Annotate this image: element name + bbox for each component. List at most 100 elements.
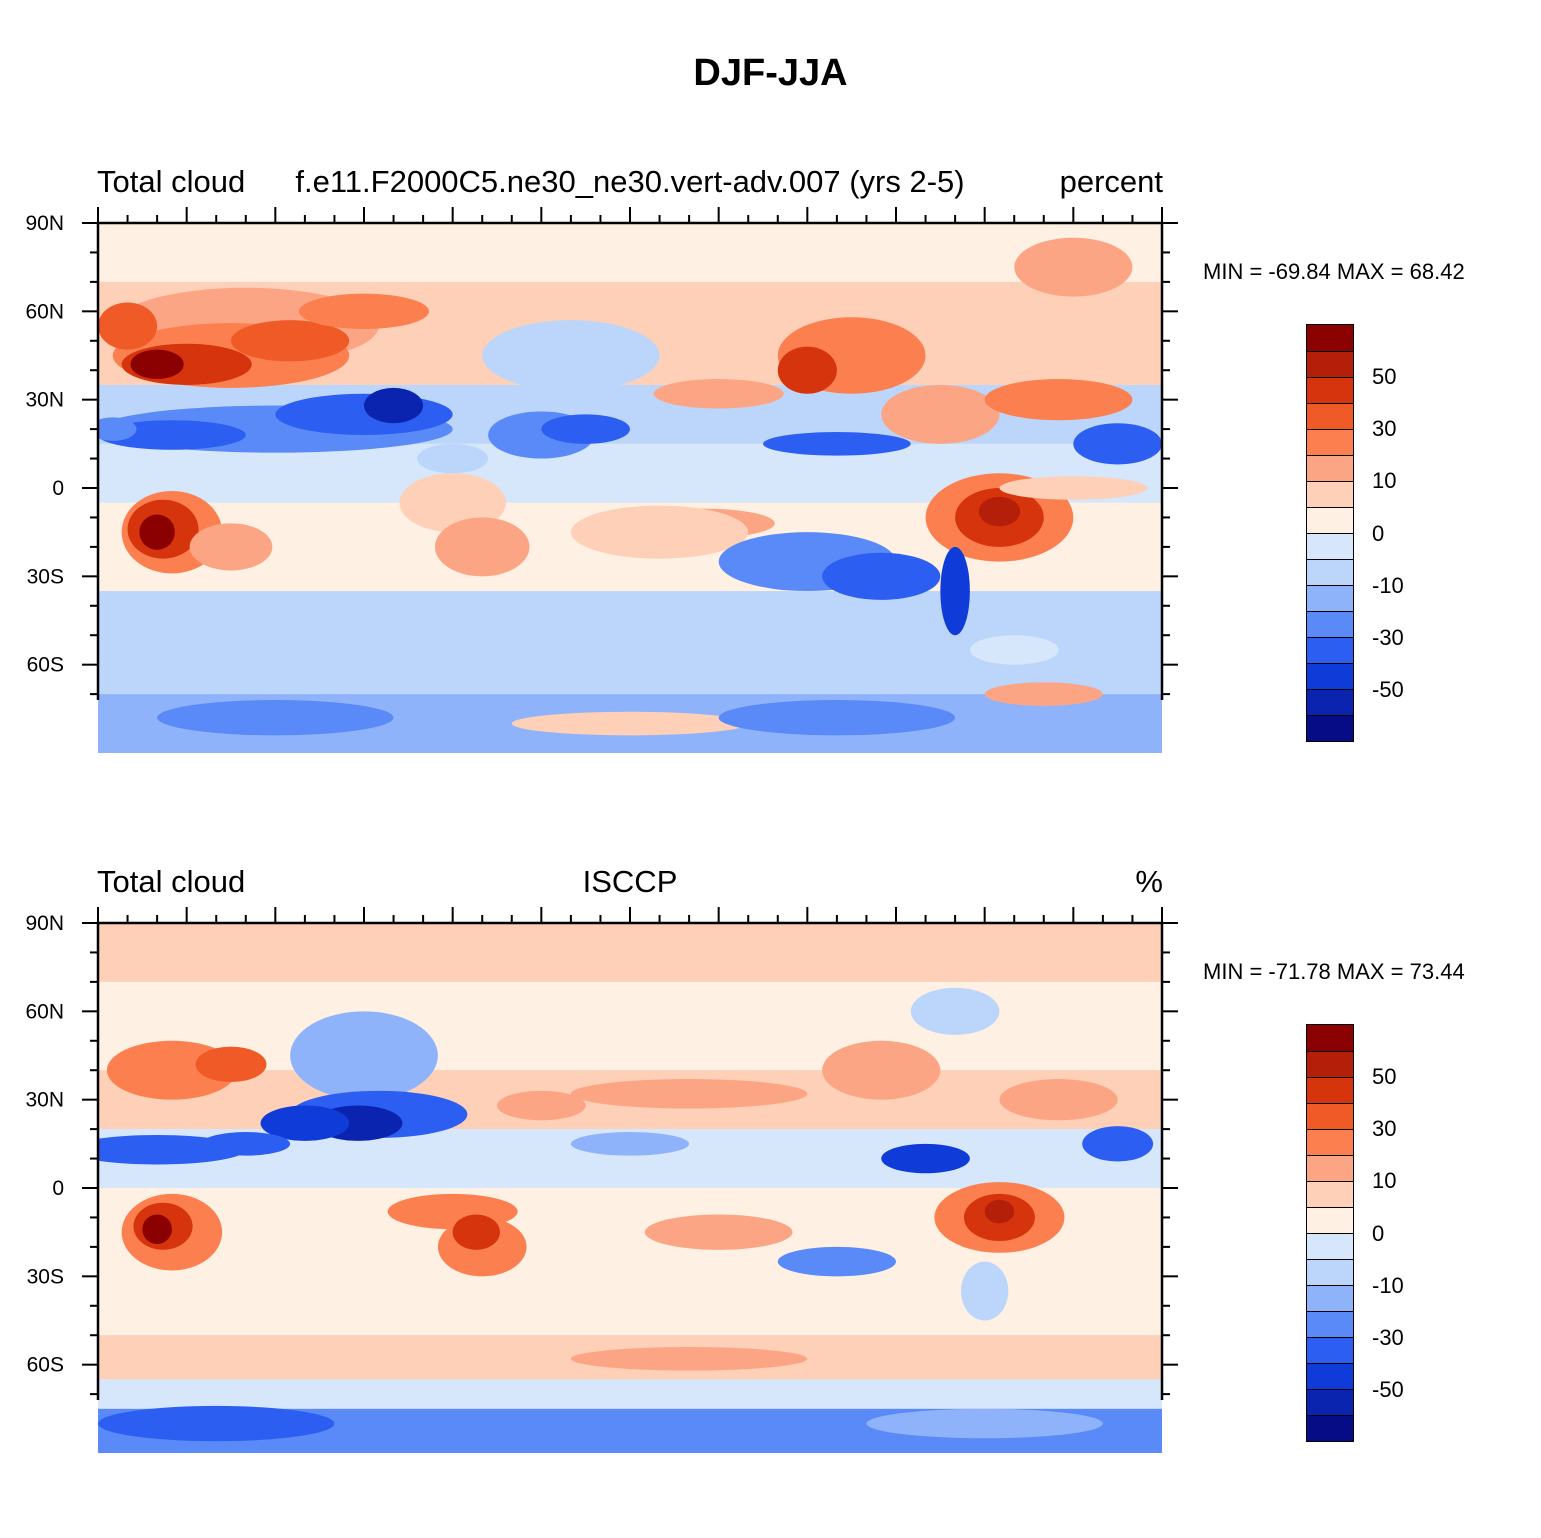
colorbar-swatch [1307,1311,1353,1337]
cloud-anomaly-patch [482,320,660,391]
colorbar: 50 30 10 0 -10 -30 -50 [1306,1024,1404,1442]
cloud-anomaly-patch [881,384,1000,444]
contour-field [98,223,1162,753]
colorbar-swatch [1307,403,1353,429]
cloud-anomaly-patch [881,1143,970,1174]
colorbar-swatch [1307,559,1353,585]
map-frame-axes: 90N60N30N030S60S90S030E60E90E120E150E180… [25,207,1178,700]
colorbar-swatch [1307,1181,1353,1207]
lat-label: 30S [27,1265,64,1288]
lat-label: 30N [25,1089,64,1112]
colorbar-swatch [1307,1025,1353,1051]
cloud-anomaly-patch [999,476,1148,500]
cloud-anomaly-patch [497,1090,586,1121]
cloud-anomaly-patch [866,1408,1103,1439]
cloud-anomaly-patch [1082,1126,1154,1162]
cloud-anomaly-patch [570,505,749,559]
colorbar-label: 0 [1372,520,1385,546]
cloud-anomaly-patch [978,496,1021,527]
colorbar-swatch [1307,1233,1353,1259]
cloud-anomaly-patch [417,443,489,474]
panel-units-label: % [1135,864,1163,899]
colorbar-swatch [1307,715,1353,741]
cloud-anomaly-patch [260,1105,350,1141]
colorbar-swatch [1307,1155,1353,1181]
colorbar-swatch [1307,533,1353,559]
colorbar-swatch [1307,663,1353,689]
colorbar-swatch [1307,351,1353,377]
colorbar-swatch [1307,325,1353,351]
lat-label: 60N [25,1000,64,1023]
colorbar-label: 10 [1372,1168,1397,1194]
cloud-anomaly-patch [434,517,530,577]
cloud-anomaly-patch [1073,423,1162,465]
panel-isccp: Total cloud ISCCP % 90N60N30N030S60S90S0… [0,700,1541,1453]
cloud-anomaly-patch [984,379,1133,421]
map-field-isccp [98,923,1162,1453]
map-frame-axes: 90N60N30N030S60S90S030E60E90E120E150E180… [25,907,1178,1400]
panel-center-label: ISCCP [582,864,678,899]
panel-left-label: Total cloud [97,164,246,199]
lat-label: 60S [27,1354,64,1377]
colorbar-swatch [1307,455,1353,481]
colorbar-label: -50 [1372,677,1404,703]
panel-units-label: percent [1059,164,1163,199]
colorbar-label: -10 [1372,1272,1404,1298]
minmax-readout: MIN = -71.78 MAX = 73.44 [1203,959,1465,984]
cloud-anomaly-patch [98,1405,335,1442]
colorbar-label: -10 [1372,572,1404,598]
contour-field [98,923,1162,1453]
colorbar-label: 10 [1372,468,1397,494]
cloud-anomaly-patch [364,387,424,424]
cloud-anomaly-patch [195,1046,267,1082]
colorbar-box [1306,324,1354,742]
map-border [96,221,1164,700]
colorbar-swatch [1307,1363,1353,1389]
cloud-anomaly-patch [777,346,837,394]
cloud-anomaly-patch [142,1214,172,1244]
colorbar-label: -30 [1372,625,1404,650]
cloud-anomaly-patch [157,700,394,736]
cloud-anomaly-band [98,1379,1162,1409]
lat-label: 90N [25,912,64,935]
colorbar-label: 50 [1372,364,1397,389]
colorbar-label: -30 [1372,1325,1404,1350]
lat-label: 60N [25,300,64,323]
cloud-anomaly-band [98,923,1162,982]
colorbar-label: 30 [1372,416,1397,442]
cloud-anomaly-patch [298,293,430,329]
cloud-anomaly-band [98,223,1162,282]
cloud-anomaly-patch [969,635,1059,665]
cloud-anomaly-patch [201,1132,291,1156]
cloud-anomaly-patch [777,1246,897,1277]
cloud-anomaly-patch [653,379,784,409]
colorbar-label: 50 [1372,1064,1397,1089]
cloud-anomaly-patch [511,711,749,736]
cloud-anomaly-patch [452,1214,500,1250]
lat-label: 30N [25,389,64,412]
colorbar-swatch [1307,429,1353,455]
cloud-anomaly-patch [189,523,273,571]
panel-left-label: Total cloud [97,864,246,899]
colorbar-swatch [1307,1337,1353,1363]
cloud-anomaly-patch [482,1414,660,1445]
cloud-anomaly-patch [130,349,184,380]
colorbar-swatch [1307,1415,1353,1441]
cloud-anomaly-patch [984,682,1103,706]
cloud-anomaly-patch [718,700,956,736]
colorbar-swatch [1307,1103,1353,1129]
cloud-anomaly-patch [231,320,350,362]
cloud-anomaly-patch [999,1079,1118,1121]
colorbar-swatch [1307,689,1353,715]
cloud-anomaly-patch [644,1214,793,1250]
lat-label: 0 [52,1177,64,1200]
cloud-anomaly-patch [139,514,175,550]
colorbar-label: -50 [1372,1377,1404,1403]
cloud-anomaly-patch [570,1347,808,1371]
panel-center-label: f.e11.F2000C5.ne30_ne30.vert-adv.007 (yr… [295,164,965,199]
lat-label: 0 [52,477,64,500]
panel-model: Total cloud f.e11.F2000C5.ne30_ne30.vert… [0,0,1541,753]
colorbar-swatch [1307,1259,1353,1285]
colorbar-swatch [1307,1051,1353,1077]
colorbar-label: 0 [1372,1220,1385,1246]
